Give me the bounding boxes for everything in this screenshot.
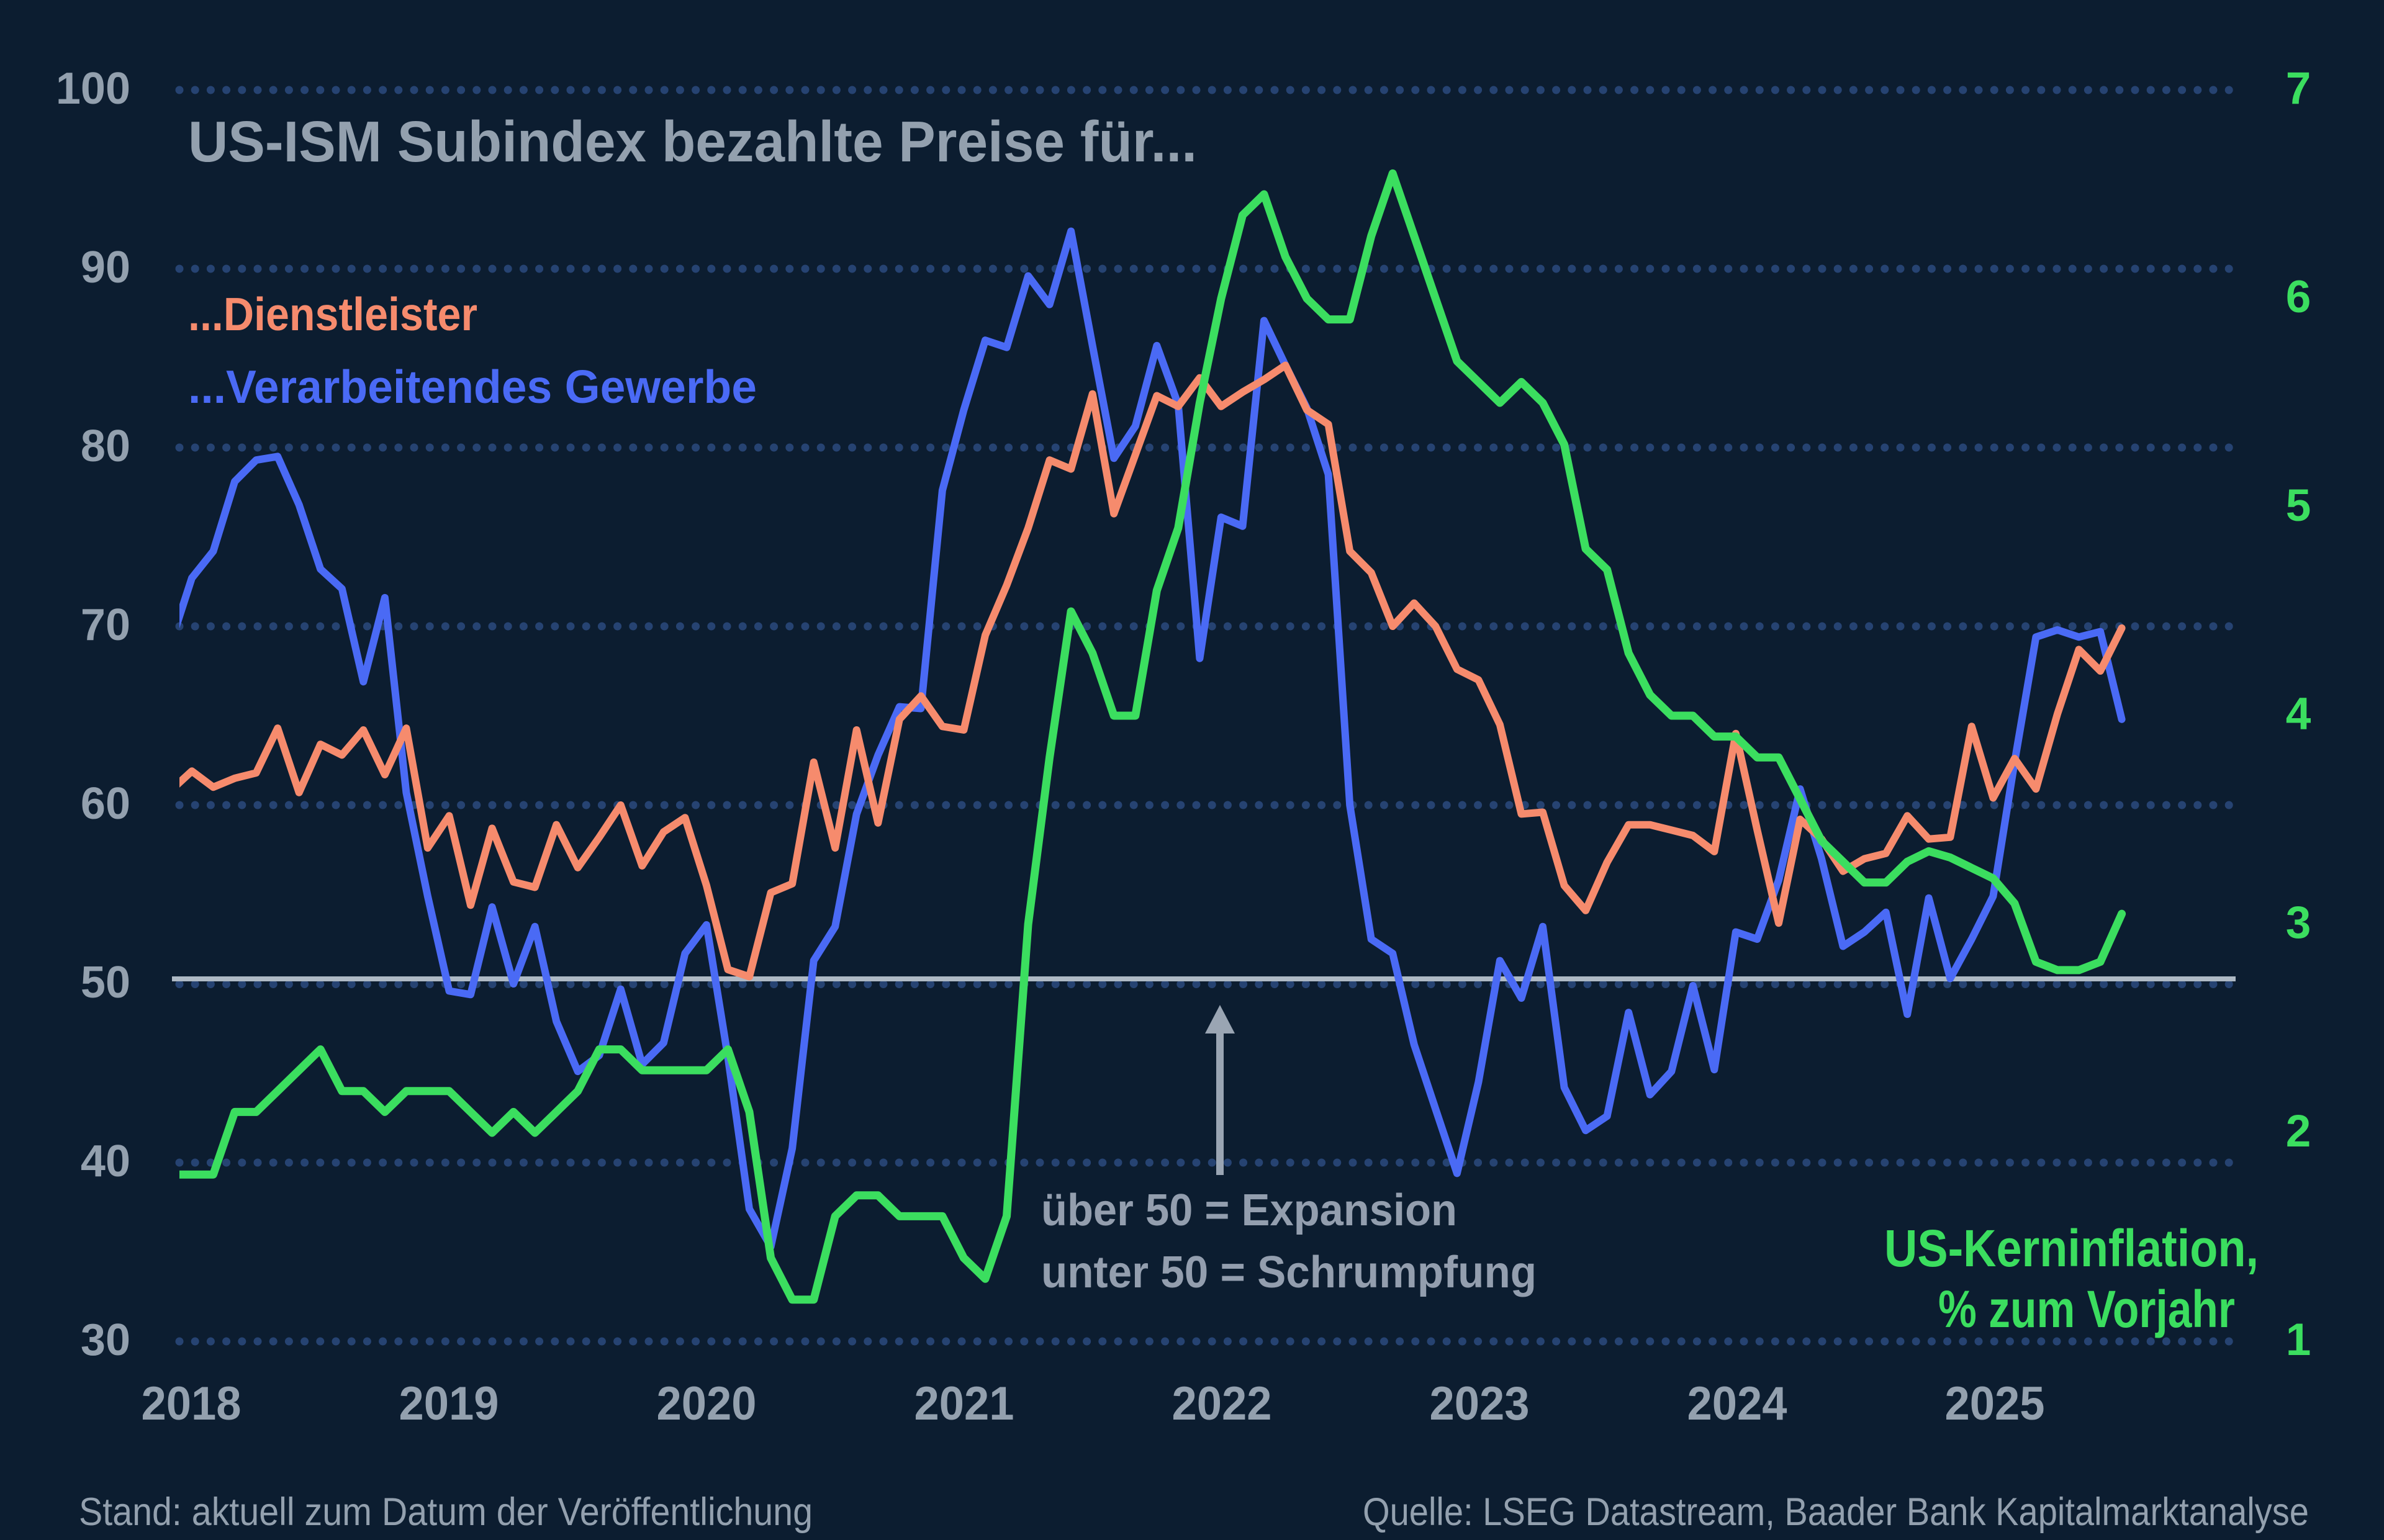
svg-text:90: 90 [81, 243, 130, 292]
svg-text:50: 50 [81, 958, 130, 1007]
svg-text:7: 7 [2286, 63, 2311, 114]
svg-text:70: 70 [81, 600, 130, 650]
svg-text:60: 60 [81, 779, 130, 829]
svg-text:5: 5 [2286, 480, 2311, 531]
svg-text:2021: 2021 [914, 1377, 1014, 1430]
svg-text:2018: 2018 [142, 1377, 242, 1430]
svg-text:30: 30 [81, 1315, 130, 1365]
svg-text:80: 80 [81, 421, 130, 471]
svg-text:6: 6 [2286, 272, 2311, 322]
svg-text:4: 4 [2286, 689, 2311, 739]
svg-text:Quelle: LSEG Datastream, Baade: Quelle: LSEG Datastream, Baader Bank Kap… [1363, 1490, 2309, 1534]
svg-text:40: 40 [81, 1137, 130, 1186]
svg-text:100: 100 [56, 64, 130, 114]
svg-text:...Verarbeitendes Gewerbe: ...Verarbeitendes Gewerbe [188, 361, 757, 413]
svg-text:...Dienstleister: ...Dienstleister [188, 288, 477, 340]
svg-text:1: 1 [2286, 1315, 2311, 1365]
svg-text:US-Kerninflation,: US-Kerninflation, [1884, 1219, 2259, 1277]
svg-text:2020: 2020 [657, 1377, 757, 1430]
svg-text:unter 50 = Schrumpfung: unter 50 = Schrumpfung [1041, 1248, 1537, 1297]
svg-text:Stand: aktuell zum Datum der V: Stand: aktuell zum Datum der Veröffentli… [79, 1490, 813, 1534]
svg-text:% zum Vorjahr: % zum Vorjahr [1938, 1280, 2235, 1338]
svg-text:2024: 2024 [1687, 1377, 1787, 1430]
svg-text:über 50 = Expansion: über 50 = Expansion [1041, 1186, 1457, 1235]
svg-text:2019: 2019 [399, 1377, 499, 1430]
svg-text:2022: 2022 [1172, 1377, 1272, 1430]
svg-text:US-ISM Subindex bezahlte Preis: US-ISM Subindex bezahlte Preise für... [188, 109, 1197, 174]
svg-text:2: 2 [2286, 1106, 2311, 1156]
svg-text:2023: 2023 [1430, 1377, 1530, 1430]
svg-text:3: 3 [2286, 898, 2311, 948]
svg-text:2025: 2025 [1945, 1377, 2045, 1430]
